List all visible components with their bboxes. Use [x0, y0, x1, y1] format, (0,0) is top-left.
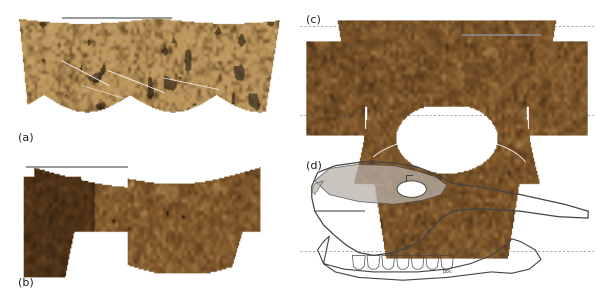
- Ellipse shape: [397, 181, 427, 197]
- Text: poc: poc: [442, 269, 452, 274]
- Text: (b): (b): [17, 277, 33, 287]
- Text: (d): (d): [306, 160, 322, 170]
- Text: (c): (c): [306, 15, 321, 25]
- Text: (a): (a): [17, 133, 33, 143]
- Polygon shape: [312, 181, 323, 195]
- Polygon shape: [314, 164, 447, 204]
